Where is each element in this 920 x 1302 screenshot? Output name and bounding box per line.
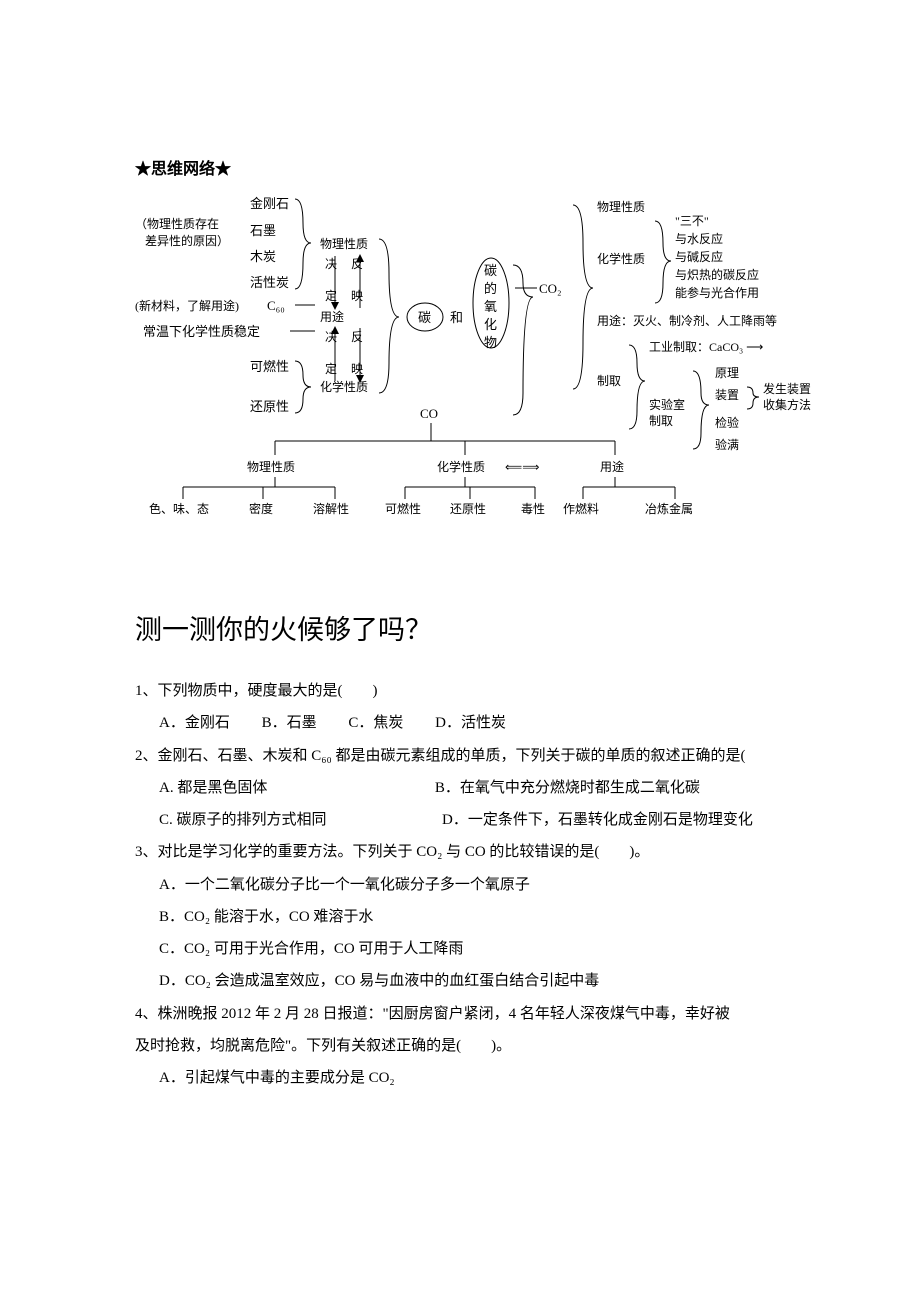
q3-c: C．CO₂ 可用于光合作用，CO 可用于人工降雨 <box>135 933 790 965</box>
concept-diagram: 金刚石 石墨 木炭 活性炭 （物理性质存在 差异性的原因） (新材料，了解用途)… <box>135 193 815 528</box>
left-note-1: （物理性质存在 <box>135 217 219 231</box>
svg-text:毒性: 毒性 <box>521 502 545 516</box>
svg-text:能参与光合作用: 能参与光合作用 <box>675 285 759 300</box>
page: ★思维网络★ 金刚石 石墨 木炭 活性炭 （物理性质存在 差异性的原因） (新材… <box>0 0 920 1302</box>
co2-chem: 化学性质 <box>597 251 645 266</box>
q4-stem2: 及时抢救，均脱离危险"。下列有关叙述正确的是( )。 <box>135 1030 790 1062</box>
svg-text:与碱反应: 与碱反应 <box>675 249 723 264</box>
svg-text:物: 物 <box>484 335 497 350</box>
node-co: CO <box>420 406 438 421</box>
svg-text:密度: 密度 <box>249 501 273 516</box>
svg-text:映: 映 <box>351 362 363 376</box>
q1-d: D．活性炭 <box>435 715 506 731</box>
node-combustible: 可燃性 <box>250 359 289 374</box>
svg-text:验满: 验满 <box>715 437 739 452</box>
q1-c: C．焦炭 <box>348 715 403 731</box>
svg-text:实验室: 实验室 <box>649 397 685 412</box>
q2-b: B．在氧气中充分燃烧时都生成二氧化碳 <box>435 780 700 796</box>
svg-text:化: 化 <box>484 317 497 332</box>
q2-row1: A. 都是黑色固体 B．在氧气中充分燃烧时都生成二氧化碳 <box>135 772 790 804</box>
co-chem: 化学性质 <box>437 459 485 474</box>
q4-a: A．引起煤气中毒的主要成分是 CO₂ <box>135 1062 790 1094</box>
svg-text:发生装置: 发生装置 <box>763 381 811 396</box>
co-arrow: ⟸⟹ <box>505 460 539 474</box>
q1-stem: 1、下列物质中，硬度最大的是( ) <box>135 675 790 707</box>
svg-text:氧: 氧 <box>484 299 497 314</box>
q2-row2: C. 碳原子的排列方式相同 D．一定条件下，石墨转化成金刚石是物理变化 <box>135 804 790 836</box>
q3-d: D．CO₂ 会造成温室效应，CO 易与血液中的血红蛋白结合引起中毒 <box>135 965 790 997</box>
node-reducing: 还原性 <box>250 399 289 414</box>
svg-text:收集方法: 收集方法 <box>763 397 811 412</box>
q3-b: B．CO₂ 能溶于水，CO 难溶于水 <box>135 901 790 933</box>
q1-b: B．石墨 <box>262 715 317 731</box>
mid-phys: 物理性质 <box>320 237 368 251</box>
svg-text:可燃性: 可燃性 <box>385 501 421 516</box>
svg-text:反: 反 <box>351 330 363 344</box>
svg-text:作燃料: 作燃料 <box>563 501 599 516</box>
center-carbon: 碳 <box>418 310 431 325</box>
svg-text:与炽热的碳反应: 与炽热的碳反应 <box>675 267 759 282</box>
co2-use: 用途：灭火、制冷剂、人工降雨等 <box>597 313 777 328</box>
node-c60: C₆₀ <box>267 298 285 313</box>
svg-text:检验: 检验 <box>715 415 739 430</box>
svg-text:溶解性: 溶解性 <box>313 501 349 516</box>
center-and: 和 <box>450 310 463 325</box>
q3-stem: 3、对比是学习化学的重要方法。下列关于 CO₂ 与 CO 的比较错误的是( )。 <box>135 836 790 868</box>
co-phys: 物理性质 <box>247 460 295 474</box>
q2-c: C. 碳原子的排列方式相同 <box>159 812 327 828</box>
node-co2: CO₂ <box>539 281 562 296</box>
svg-text:工业制取：CaCO₃ ⟶: 工业制取：CaCO₃ ⟶ <box>649 340 763 354</box>
q1-a: A．金刚石 <box>159 715 230 731</box>
node-charcoal: 木炭 <box>250 249 276 264</box>
node-stable: 常温下化学性质稳定 <box>143 324 260 339</box>
co2-make: 制取 <box>597 374 621 388</box>
svg-text:制取: 制取 <box>649 414 673 428</box>
svg-text:"三不": "三不" <box>675 214 709 228</box>
q2-stem: 2、金刚石、石墨、木炭和 C₆₀ 都是由碳元素组成的单质，下列关于碳的单质的叙述… <box>135 740 790 772</box>
node-diamond: 金刚石 <box>250 196 289 211</box>
svg-text:原理: 原理 <box>715 366 739 380</box>
svg-text:装置: 装置 <box>715 388 739 402</box>
svg-text:色、味、态: 色、味、态 <box>149 502 209 516</box>
q4-stem1: 4、株洲晚报 2012 年 2 月 28 日报道："因厨房窗户紧闭，4 名年轻人… <box>135 998 790 1030</box>
q2-a: A. 都是黑色固体 <box>159 780 267 796</box>
q2-d: D．一定条件下，石墨转化成金刚石是物理变化 <box>442 812 753 828</box>
node-active-carbon: 活性炭 <box>250 275 289 290</box>
quiz-title: 测一测你的火候够了吗？ <box>135 608 790 647</box>
svg-text:冶炼金属: 冶炼金属 <box>645 501 693 516</box>
q1-opts: A．金刚石 B．石墨 C．焦炭 D．活性炭 <box>135 707 790 739</box>
svg-text:与水反应: 与水反应 <box>675 231 723 246</box>
left-note-2: 差异性的原因） <box>145 233 229 248</box>
c60-note: (新材料，了解用途) <box>135 298 239 313</box>
svg-text:还原性: 还原性 <box>450 502 486 516</box>
svg-text:的: 的 <box>484 281 497 296</box>
svg-text:碳: 碳 <box>484 263 497 278</box>
section-title: ★思维网络★ <box>135 155 790 179</box>
q3-a: A．一个二氧化碳分子比一个一氧化碳分子多一个氧原子 <box>135 869 790 901</box>
svg-text:映: 映 <box>351 289 363 303</box>
co2-phys: 物理性质 <box>597 200 645 214</box>
mid-use: 用途 <box>320 309 344 324</box>
node-graphite: 石墨 <box>250 223 276 238</box>
co-use: 用途 <box>600 459 624 474</box>
